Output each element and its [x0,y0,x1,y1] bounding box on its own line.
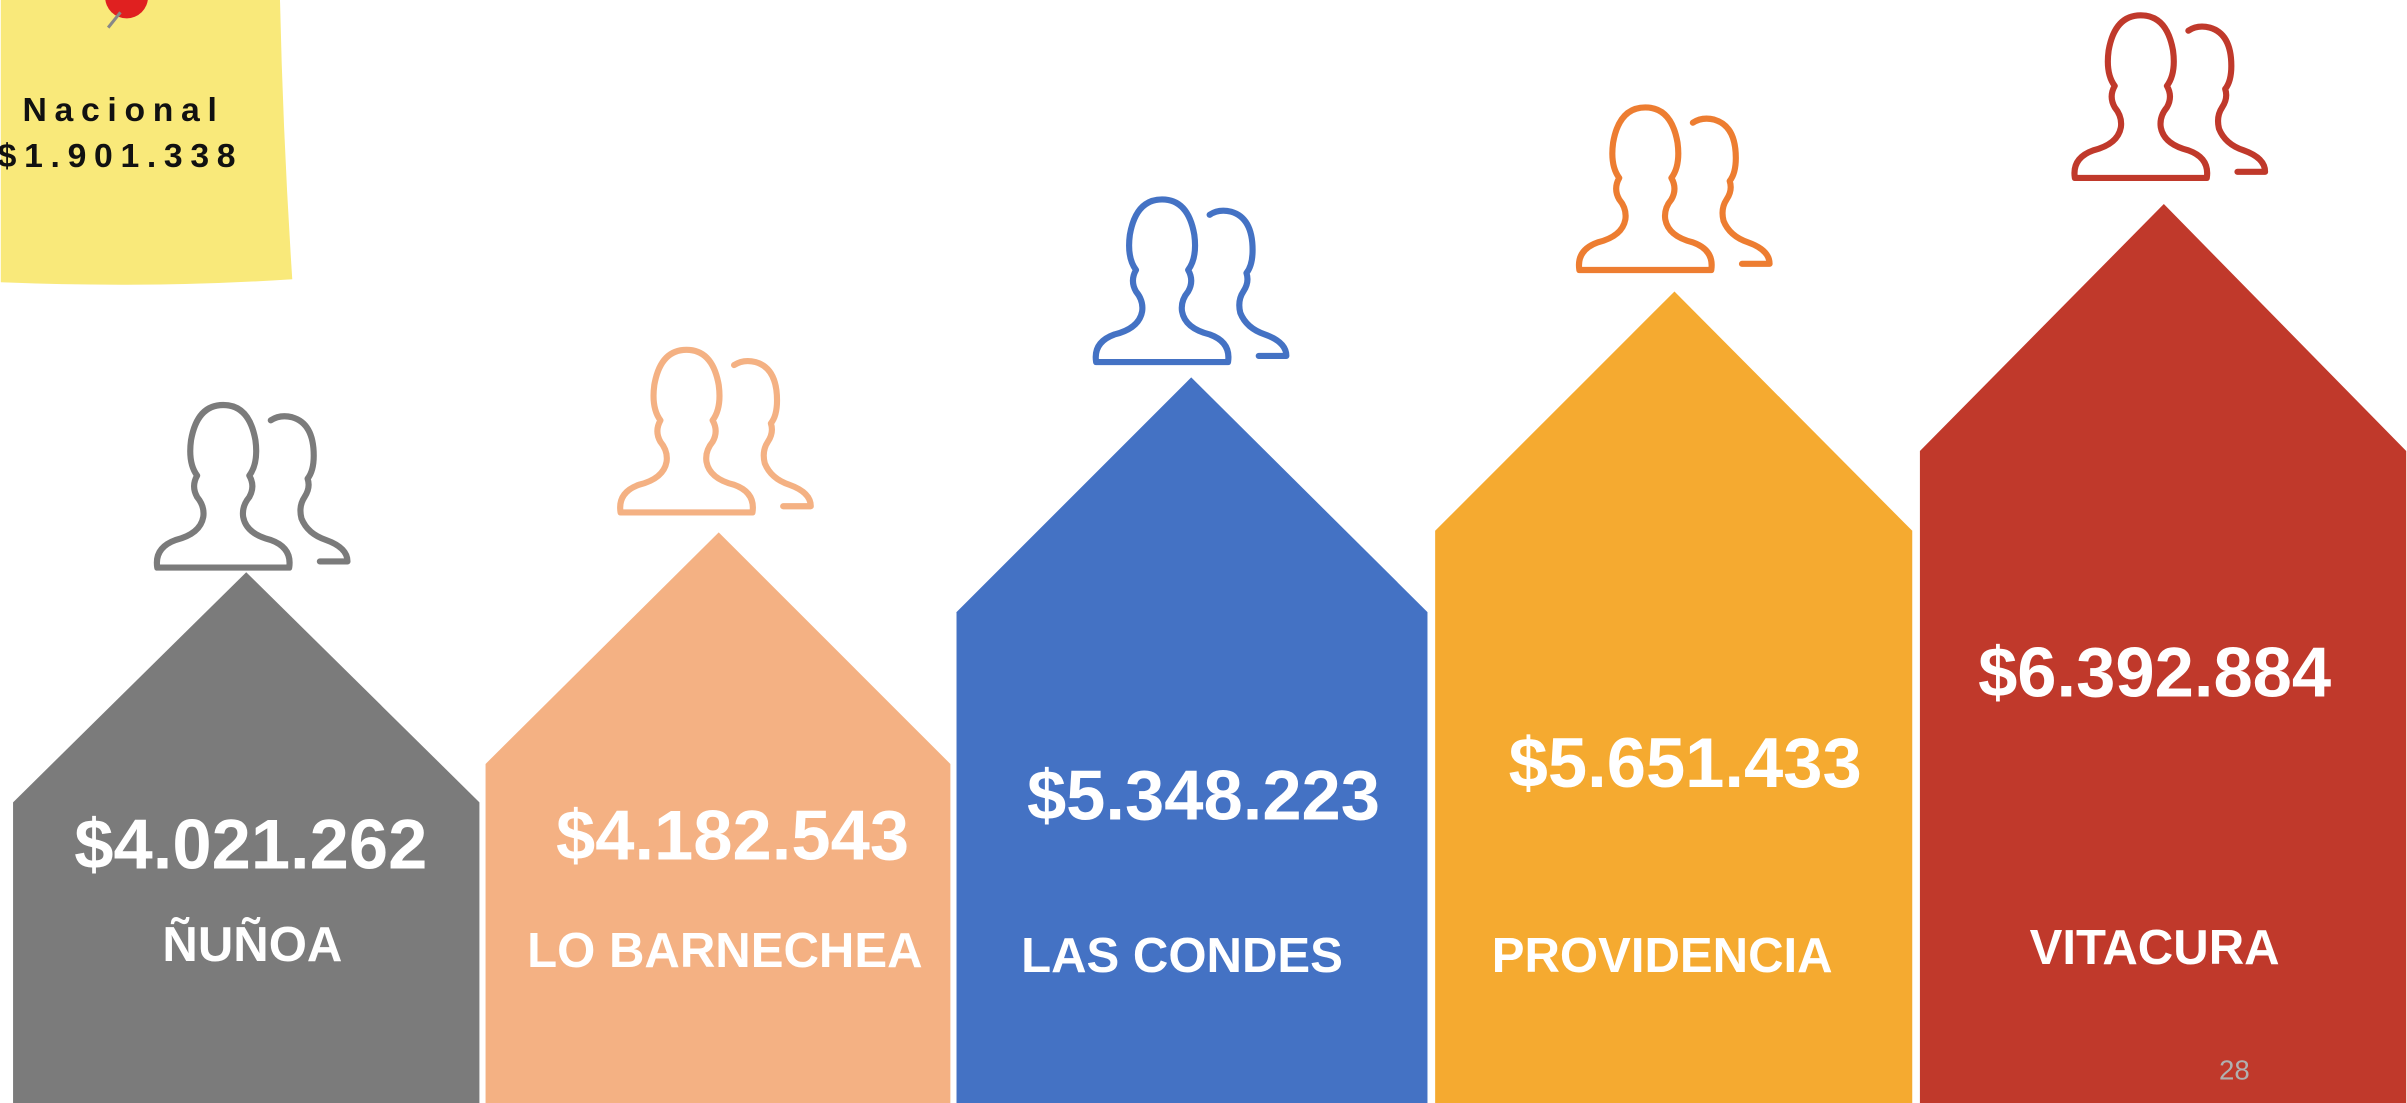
people-icon [157,405,348,568]
commune-name: VITACURA [2030,921,2280,975]
people-icon [2074,15,2265,178]
note-title: Nacional [23,91,225,129]
people-icon [1096,199,1287,362]
page-number: 28 [2219,1055,2250,1086]
house [13,572,480,1103]
house [956,377,1428,1103]
amount: $5.651.433 [1509,723,1862,802]
pushpin [105,0,148,19]
house [1435,291,1913,1103]
house [1919,204,2407,1103]
commune-name: PROVIDENCIA [1492,929,1833,983]
sticky-note [0,0,293,285]
note-value: $1.901.338 [0,137,243,175]
amount: $4.182.543 [556,795,909,874]
amount: $4.021.262 [74,805,427,884]
commune-name: LO BARNECHEA [527,924,922,978]
commune-name: ÑUÑOA [162,916,342,972]
amount: $6.392.884 [1978,633,2331,712]
people-icon [1579,107,1770,270]
amount: $5.348.223 [1027,755,1380,834]
house [485,532,951,1103]
pin-needle [106,11,122,29]
commune-name: LAS CONDES [1021,929,1343,983]
people-icon [620,350,811,513]
